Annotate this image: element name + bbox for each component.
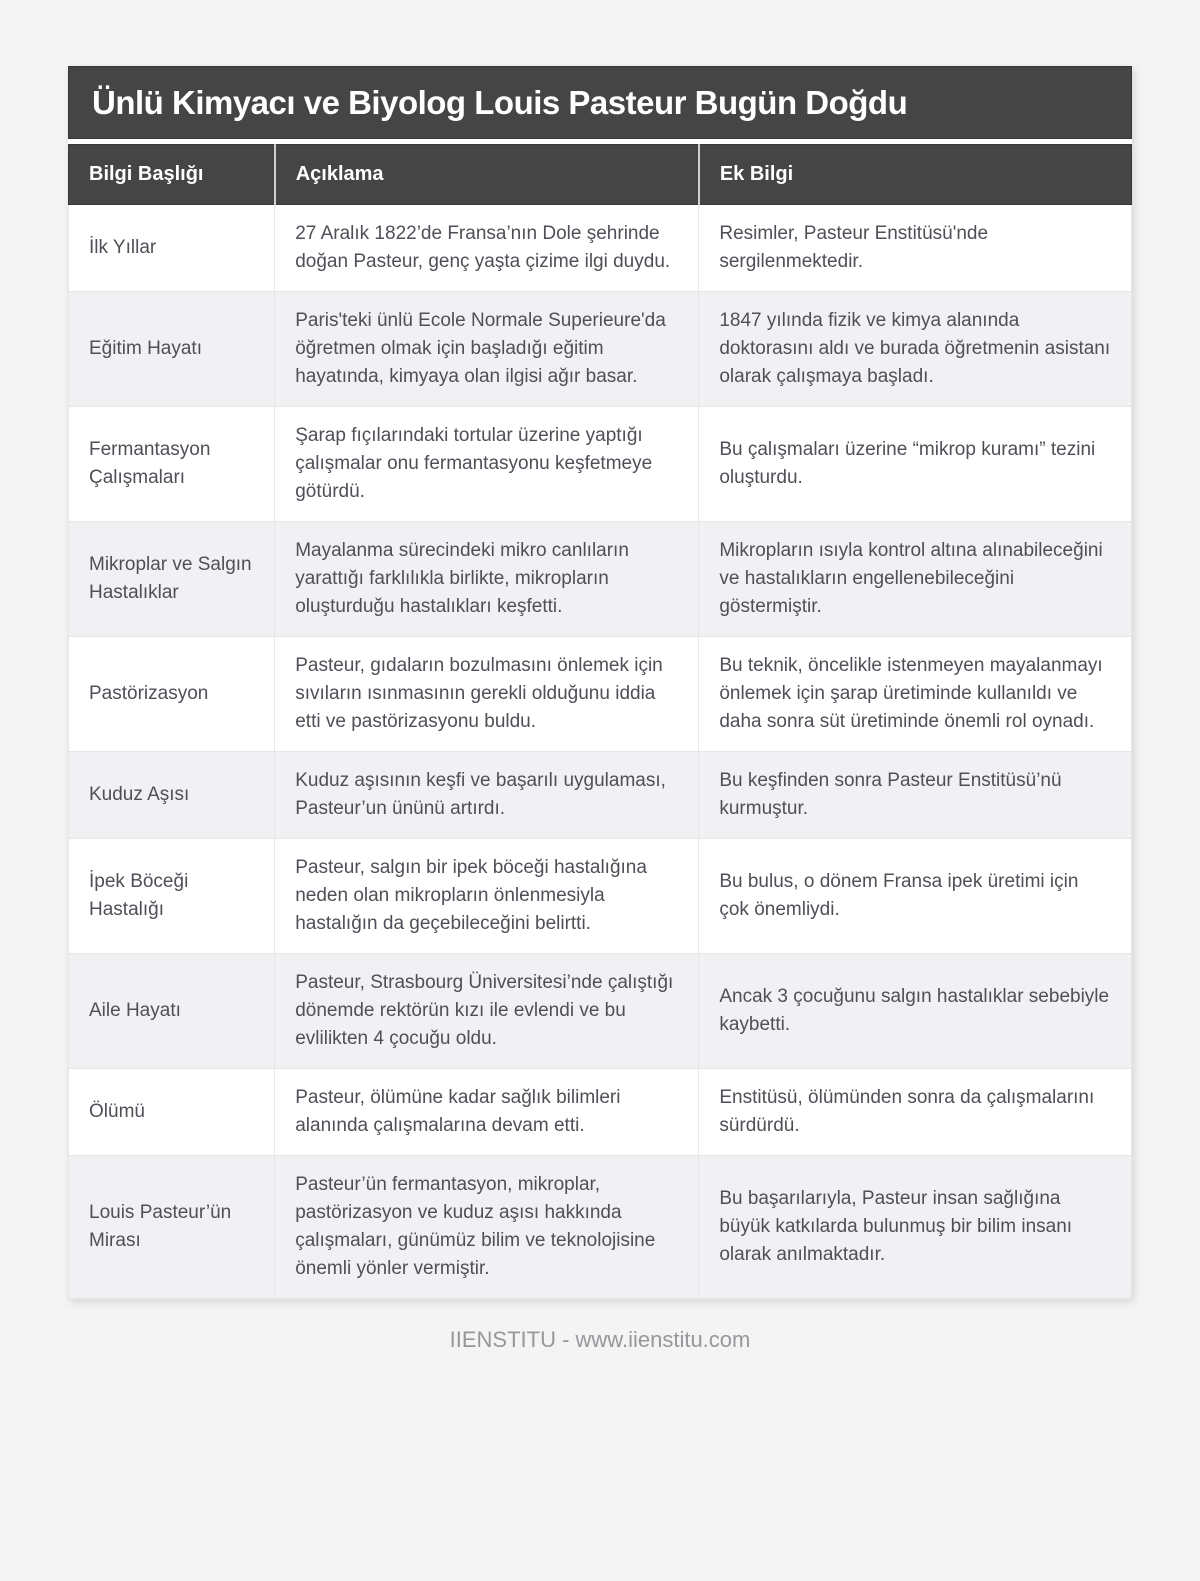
info-title-cell: Pastörizasyon [67, 636, 276, 752]
info-title-cell: İlk Yıllar [67, 204, 276, 292]
extra-info-cell: Bu teknik, öncelikle istenmeyen mayalanm… [698, 636, 1132, 752]
info-title-cell: Aile Hayatı [67, 953, 276, 1069]
description-cell: Pasteur, gıdaların bozulmasını önlemek i… [274, 636, 700, 752]
info-title-cell: Mikroplar ve Salgın Hastalıklar [67, 521, 276, 637]
table-row: Louis Pasteur’ün Mirası Pasteur’ün ferman… [67, 1155, 1132, 1299]
description-cell: Pasteur, salgın bir ipek böceği hastalığ… [274, 838, 700, 954]
extra-info-cell: Bu bulus, o dönem Fransa ipek üretimi iç… [698, 838, 1132, 954]
column-header-bilgi-basligi: Bilgi Başlığı [67, 144, 276, 205]
description-cell: Pasteur’ün fermantasyon, mikroplar, past… [274, 1155, 700, 1299]
extra-info-cell: Bu çalışmaları üzerine “mikrop kuramı” t… [698, 406, 1132, 522]
column-header-aciklama: Açıklama [273, 144, 700, 205]
title-bar: Ünlü Kimyacı ve Biyolog Louis Pasteur Bu… [68, 66, 1132, 139]
page-title: Ünlü Kimyacı ve Biyolog Louis Pasteur Bu… [92, 83, 908, 121]
description-cell: Şarap fıçılarındaki tortular üzerine yap… [274, 406, 700, 522]
table-row: Kuduz Aşısı Kuduz aşısının keşfi ve başar… [67, 751, 1132, 839]
info-title-cell: Eğitim Hayatı [67, 291, 276, 407]
extra-info-cell: Bu keşfinden sonra Pasteur Enstitüsü’nü … [698, 751, 1132, 839]
info-title-cell: Fermantasyon Çalışmaları [67, 406, 276, 522]
extra-info-cell: 1847 yılında fizik ve kimya alanında dok… [698, 291, 1132, 407]
extra-info-cell: Resimler, Pasteur Enstitüsü'nde sergilen… [698, 204, 1132, 292]
table-row: Aile Hayatı Pasteur, Strasbourg Üniversit… [67, 953, 1132, 1069]
info-table: Bilgi Başlığı Açıklama Ek Bilgi İlk Yıll… [67, 144, 1132, 1299]
extra-info-cell: Mikropların ısıyla kontrol altına alınab… [698, 521, 1132, 637]
pasteur-info-card: Ünlü Kimyacı ve Biyolog Louis Pasteur Bu… [67, 66, 1132, 1299]
description-cell: Kuduz aşısının keşfi ve başarılı uygulam… [274, 751, 700, 839]
description-cell: 27 Aralık 1822’de Fransa’nın Dole şehrin… [274, 204, 700, 292]
page: Ünlü Kimyacı ve Biyolog Louis Pasteur Bu… [0, 66, 1200, 1353]
footer-text: IIENSTITU - www.iienstitu.com [449, 1327, 751, 1352]
extra-info-cell: Ancak 3 çocuğunu salgın hastalıklar sebe… [698, 953, 1132, 1069]
table-row: İpek Böceği Hastalığı Pasteur, salgın bir… [67, 838, 1132, 954]
info-title-cell: Ölümü [67, 1068, 276, 1156]
description-cell: Pasteur, ölümüne kadar sağlık bilimleri … [274, 1068, 700, 1156]
info-title-cell: Louis Pasteur’ün Mirası [67, 1155, 276, 1299]
table-row: Eğitim Hayatı Paris'teki ünlü Ecole Norma… [67, 291, 1132, 407]
extra-info-cell: Bu başarılarıyla, Pasteur insan sağlığın… [698, 1155, 1132, 1299]
description-cell: Mayalanma sürecindeki mikro canlıların y… [274, 521, 700, 637]
extra-info-cell: Enstitüsü, ölümünden sonra da çalışmalar… [698, 1068, 1132, 1156]
table-body: İlk Yıllar 27 Aralık 1822’de Fransa’nın D… [67, 204, 1132, 1299]
table-row: Ölümü Pasteur, ölümüne kadar sağlık bilim… [67, 1068, 1132, 1156]
info-title-cell: İpek Böceği Hastalığı [67, 838, 276, 954]
table-row: Pastörizasyon Pasteur, gıdaların bozulmas… [67, 636, 1132, 752]
description-cell: Paris'teki ünlü Ecole Normale Superieure… [274, 291, 700, 407]
column-header-ek-bilgi: Ek Bilgi [697, 144, 1132, 205]
description-cell: Pasteur, Strasbourg Üniversitesi’nde çal… [274, 953, 700, 1069]
table-row: Fermantasyon Çalışmaları Şarap fıçılarınd… [67, 406, 1132, 522]
table-header-row: Bilgi Başlığı Açıklama Ek Bilgi [67, 144, 1132, 205]
info-title-cell: Kuduz Aşısı [67, 751, 276, 839]
table-row: İlk Yıllar 27 Aralık 1822’de Fransa’nın D… [67, 204, 1132, 292]
table-row: Mikroplar ve Salgın Hastalıklar Mayalanma… [67, 521, 1132, 637]
